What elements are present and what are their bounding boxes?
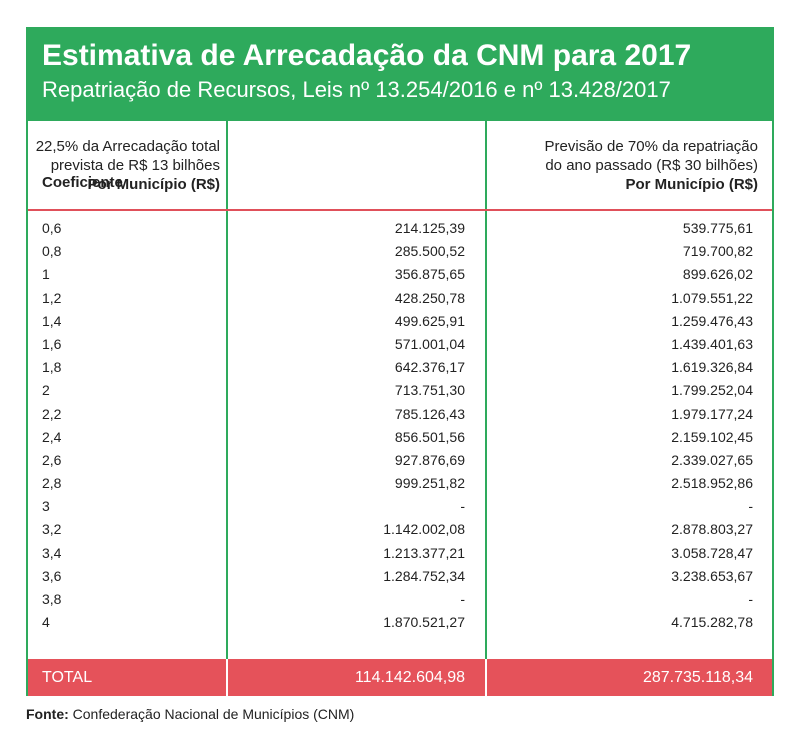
cell-repatriacao: 2.339.027,65 [671,451,753,468]
cell-repatriacao: 4.715.282,78 [671,614,753,631]
cell-coeficiente: 1 [42,266,50,283]
table-row: 1 356.875,65 899.626,02 [28,263,772,286]
table-card: Estimativa de Arrecadação da CNM para 20… [26,27,774,696]
cell-coeficiente: 2,4 [42,428,62,445]
cell-repatriacao: 3.058.728,47 [671,544,753,561]
table-header: Estimativa de Arrecadação da CNM para 20… [28,29,772,121]
source-note: Fonte: Confederação Nacional de Municípi… [26,706,354,722]
cell-coeficiente: 1,4 [42,312,62,329]
table-row: 3,4 1.213.377,21 3.058.728,47 [28,542,772,565]
cell-arrecadacao: 428.250,78 [394,289,465,306]
cell-arrecadacao: 927.876,69 [394,451,465,468]
table-row: 1,8 642.376,17 1.619.326,84 [28,356,772,379]
cell-coeficiente: 2 [42,382,50,399]
cell-repatriacao: 1.259.476,43 [671,312,753,329]
table-row: 3,6 1.284.752,34 3.238.653,67 [28,565,772,588]
table-row: 2,8 999.251,82 2.518.952,86 [28,472,772,495]
cell-arrecadacao: 499.625,91 [394,312,465,329]
table-row: 2,4 856.501,56 2.159.102,45 [28,426,772,449]
cell-repatriacao: 1.439.401,63 [671,335,753,352]
cell-arrecadacao: 1.284.752,34 [383,567,465,584]
table-row: 2,6 927.876,69 2.339.027,65 [28,449,772,472]
column-divider [485,121,487,659]
cell-repatriacao: 1.079.551,22 [671,289,753,306]
cell-coeficiente: 1,6 [42,335,62,352]
cell-arrecadacao: 571.001,04 [394,335,465,352]
cell-repatriacao: 539.775,61 [682,220,753,236]
source-text: Confederação Nacional de Municípios (CNM… [72,706,355,722]
cell-arrecadacao: 214.125,39 [394,220,465,236]
total-divider [226,659,228,696]
table-body: 0,6 214.125,39 539.775,61 0,8 285.500,52 719.… [28,217,772,634]
header-unit: Por Município (R$) [87,176,221,193]
table-row: 1,4 499.625,91 1.259.476,43 [28,310,772,333]
table-row: 3,8 - - [28,588,772,611]
cell-coeficiente: 4 [42,614,50,631]
cell-coeficiente: 0,6 [42,220,62,236]
cell-repatriacao: 1.979.177,24 [671,405,753,422]
total-value-arrecadacao: 114.142.604,98 [354,669,465,686]
cell-repatriacao: 899.626,02 [682,266,753,283]
cell-arrecadacao: 713.751,30 [394,382,465,399]
table-row: 2,2 785.126,43 1.979.177,24 [28,403,772,426]
table-row: 0,6 214.125,39 539.775,61 [28,217,772,240]
cell-coeficiente: 3 [42,498,50,515]
source-label: Fonte: [26,706,69,722]
total-value-repatriacao: 287.735.118,34 [642,669,753,686]
table-row: 3 - - [28,495,772,518]
cell-arrecadacao: 356.875,65 [394,266,465,283]
table-row: 1,2 428.250,78 1.079.551,22 [28,287,772,310]
cell-coeficiente: 3,6 [42,567,62,584]
cell-arrecadacao: 1.142.002,08 [383,521,465,538]
total-label: TOTAL [42,669,93,686]
cell-repatriacao: 2.518.952,86 [671,475,753,492]
header-coeficiente: Coeficiente [42,174,123,191]
cell-coeficiente: 1,2 [42,289,62,306]
cell-coeficiente: 3,2 [42,521,62,538]
cell-repatriacao: 1.619.326,84 [671,359,753,376]
cell-repatriacao: - [748,591,753,607]
cell-arrecadacao: 856.501,56 [394,428,465,445]
cell-arrecadacao: - [460,591,465,607]
cell-coeficiente: 3,8 [42,591,62,607]
cell-coeficiente: 3,4 [42,544,62,561]
page-subtitle: Repatriação de Recursos, Leis nº 13.254/… [42,77,671,102]
cell-arrecadacao: 642.376,17 [394,359,465,376]
cell-coeficiente: 2,2 [42,405,62,422]
table-row: 0,8 285.500,52 719.700,82 [28,240,772,263]
page-title: Estimativa de Arrecadação da CNM para 20… [42,39,692,72]
total-divider [485,659,487,696]
header-line: Previsão de 70% da repatriação [544,138,758,155]
cell-arrecadacao: 999.251,82 [394,475,465,492]
header-divider [28,209,772,211]
table-row: 2 713.751,30 1.799.252,04 [28,379,772,402]
cell-arrecadacao: - [460,498,465,515]
header-line: do ano passado (R$ 30 bilhões) [545,157,758,174]
cell-coeficiente: 2,6 [42,451,62,468]
column-headers: Coeficiente 22,5% da Arrecadação total p… [28,121,772,209]
header-arrecadacao: 22,5% da Arrecadação total prevista de R… [0,137,220,194]
cell-arrecadacao: 785.126,43 [394,405,465,422]
table-row: 1,6 571.001,04 1.439.401,63 [28,333,772,356]
cell-repatriacao: - [748,498,753,515]
cell-repatriacao: 2.878.803,27 [671,521,753,538]
cell-coeficiente: 0,8 [42,243,62,260]
column-divider [226,121,228,659]
total-row: TOTAL 114.142.604,98 287.735.118,34 [28,659,772,696]
cell-arrecadacao: 1.213.377,21 [383,544,465,561]
cell-repatriacao: 719.700,82 [682,243,753,260]
header-line: prevista de R$ 13 bilhões [50,157,220,174]
table-row: 4 1.870.521,27 4.715.282,78 [28,611,772,634]
cell-arrecadacao: 285.500,52 [394,243,465,260]
header-unit: Por Município (R$) [625,176,759,193]
header-line: 22,5% da Arrecadação total [35,138,220,155]
cell-coeficiente: 1,8 [42,359,62,376]
cell-repatriacao: 1.799.252,04 [671,382,753,399]
cell-coeficiente: 2,8 [42,475,62,492]
cell-repatriacao: 2.159.102,45 [671,428,753,445]
cell-arrecadacao: 1.870.521,27 [383,614,465,631]
cell-repatriacao: 3.238.653,67 [671,567,753,584]
table-row: 3,2 1.142.002,08 2.878.803,27 [28,518,772,541]
header-repatriacao: Previsão de 70% da repatriação do ano pa… [498,137,758,194]
